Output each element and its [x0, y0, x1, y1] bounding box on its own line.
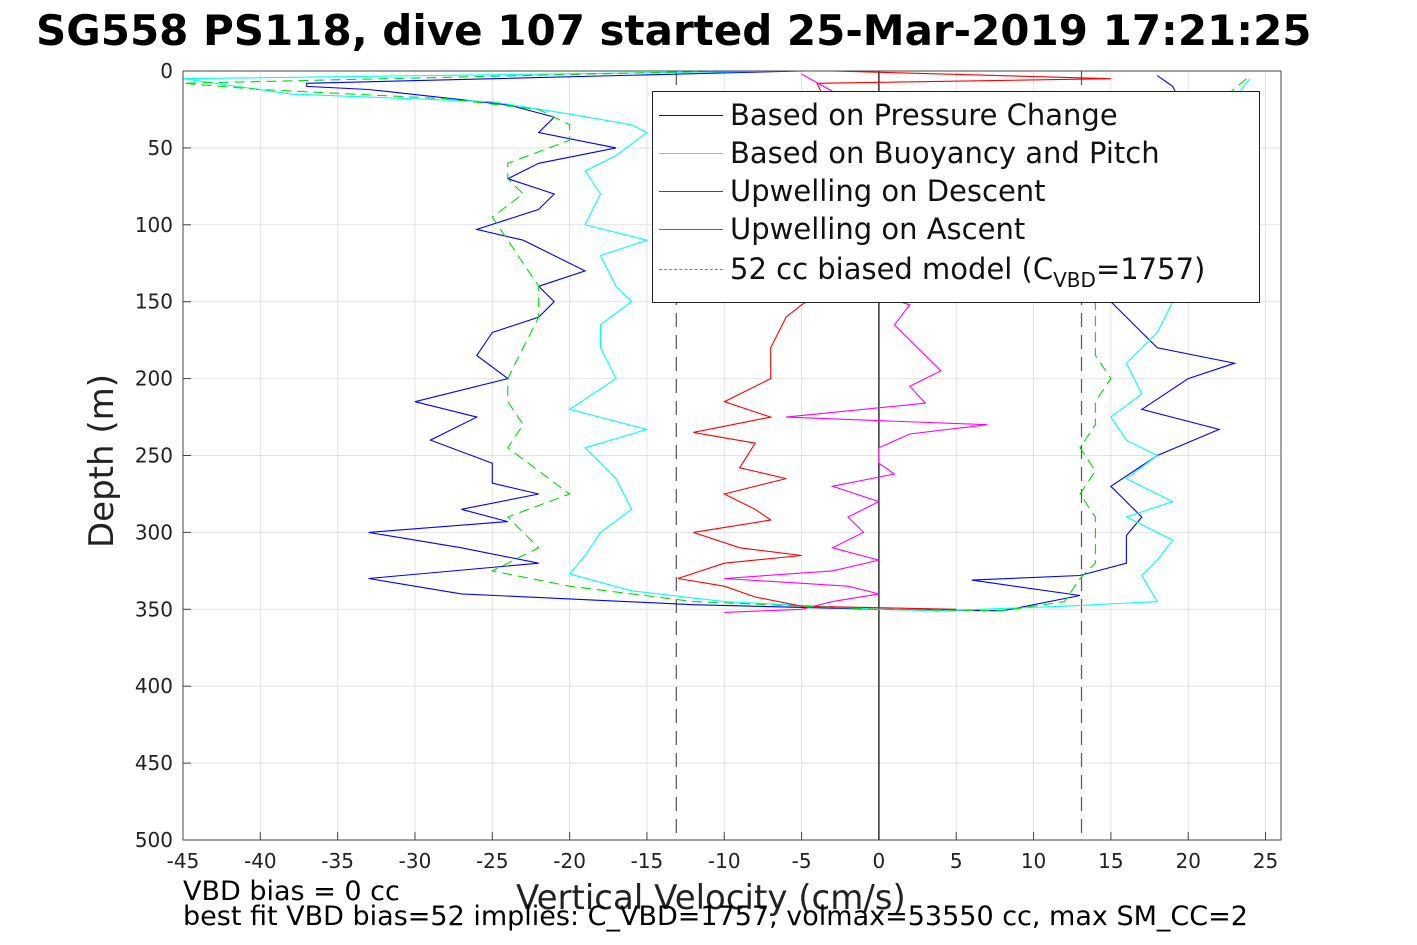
y-tick-label: 450: [135, 751, 173, 775]
y-tick-label: 150: [135, 290, 173, 314]
footer-vbd-bias: VBD bias = 0 cc: [183, 876, 400, 907]
legend-item-buoyancy: Based on Buoyancy and Pitch: [653, 134, 1259, 172]
x-axis-label: Vertical Velocity (cm/s): [516, 878, 906, 918]
y-axis-label: Depth (m): [82, 373, 122, 548]
y-tick-label: 300: [135, 520, 173, 544]
x-tick-label: 0: [873, 849, 886, 873]
legend-swatch-up-ascent: [659, 229, 723, 230]
x-tick-label: -35: [321, 849, 354, 873]
series-line-model: [182, 70, 1251, 612]
y-tick-label: 50: [148, 136, 173, 160]
legend-model-prefix: 52 cc biased model (C: [730, 252, 1054, 286]
legend-label-up-ascent: Upwelling on Ascent: [730, 212, 1026, 246]
series-line-pressure: [306, 70, 1237, 612]
x-tick-labels: -45 -40 -35 -30 -25 -20 -15 -10 -5 0 5 10 15 20 25: [167, 849, 1279, 873]
chart-title: SG558 PS118, dive 107 started 25-Mar-201…: [36, 6, 1312, 55]
x-tick-label: -25: [476, 849, 509, 873]
y-tick-label: 350: [135, 597, 173, 621]
y-tick-label: 0: [160, 59, 173, 83]
legend-model-sub: VBD: [1053, 268, 1096, 292]
legend-item-model: 52 cc biased model (CVBD=1757): [653, 250, 1259, 292]
legend-item-up-ascent: Upwelling on Ascent: [653, 210, 1259, 248]
legend-label-pressure: Based on Pressure Change: [730, 98, 1118, 132]
legend-swatch-up-descent: [659, 191, 723, 192]
legend-model-suffix: =1757): [1095, 252, 1206, 286]
legend-item-pressure: Based on Pressure Change: [653, 96, 1259, 134]
x-tick-label: -30: [399, 849, 432, 873]
x-tick-label: -10: [708, 849, 741, 873]
legend-label-model: 52 cc biased model (CVBD=1757): [730, 252, 1205, 292]
legend-label-up-descent: Upwelling on Descent: [730, 174, 1046, 208]
y-tick-labels: 0 50 100 150 200 250 300 350 400 450 500: [135, 59, 173, 852]
legend-swatch-buoyancy: [659, 153, 723, 154]
legend-label-buoyancy: Based on Buoyancy and Pitch: [730, 136, 1160, 170]
legend-swatch-pressure: [659, 115, 723, 116]
x-tick-label: 20: [1175, 849, 1200, 873]
plot-frame: [182, 70, 1282, 841]
legend-swatch-model: [659, 269, 723, 270]
x-tick-label: -20: [553, 849, 586, 873]
x-tick-label: 15: [1098, 849, 1123, 873]
legend: Based on Pressure Change Based on Buoyan…: [652, 91, 1260, 303]
series-line-up_ascent: [724, 73, 988, 613]
y-tick-label: 500: [135, 828, 173, 852]
y-tick-label: 100: [135, 213, 173, 237]
y-tick-label: 200: [135, 367, 173, 391]
x-tick-label: -45: [167, 849, 200, 873]
x-tick-label: -5: [792, 849, 812, 873]
x-tick-label: -15: [631, 849, 664, 873]
series-line-buoyancy: [182, 70, 1251, 612]
x-tick-label: 25: [1253, 849, 1278, 873]
y-tick-label: 400: [135, 674, 173, 698]
footer-best-fit: best fit VBD bias=52 implies: C_VBD=1757…: [183, 901, 1248, 932]
x-tick-label: 5: [950, 849, 963, 873]
x-tick-label: 10: [1021, 849, 1046, 873]
x-tick-label: -40: [244, 849, 277, 873]
legend-item-up-descent: Upwelling on Descent: [653, 172, 1259, 210]
y-tick-label: 250: [135, 444, 173, 468]
